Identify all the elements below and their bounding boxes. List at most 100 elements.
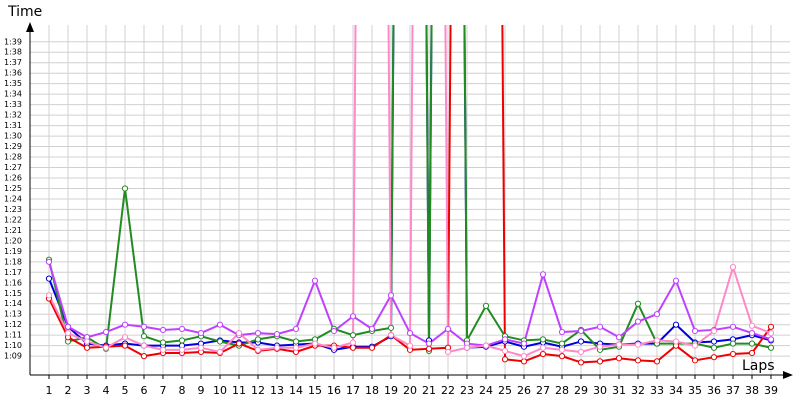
x-tick-label: 5 [122,384,129,397]
x-axis-label: Laps [742,358,775,374]
x-tick-label: 18 [365,384,379,397]
y-tick-label: 1:27 [4,163,22,172]
data-point [311,340,319,347]
data-point [387,292,395,299]
y-tick-label: 1:30 [4,132,22,141]
data-point [520,353,528,360]
y-tick-label: 1:26 [4,173,22,182]
data-point [577,359,585,366]
x-tick-label: 4 [103,384,110,397]
data-point [273,331,281,338]
x-tick-label: 24 [479,384,493,397]
data-point [672,321,680,328]
data-point [216,321,224,328]
y-tick-label: 1:38 [4,48,22,57]
data-point [615,334,623,341]
data-point [64,323,72,330]
data-point [197,344,205,351]
data-point [520,340,528,347]
data-point [748,349,756,357]
data-point [330,327,338,335]
y-tick-label: 1:29 [4,142,22,151]
data-point [482,302,490,309]
y-tick-label: 1:37 [4,58,22,67]
x-tick-label: 25 [498,384,512,397]
y-tick-label: 1:18 [4,257,22,266]
data-point [64,329,72,337]
data-point [159,326,167,334]
x-tick-label: 3 [84,384,91,397]
x-tick-label: 15 [308,384,322,397]
data-point [292,344,300,351]
y-tick-label: 1:31 [4,121,22,130]
data-point [672,338,680,345]
x-tick-label: 12 [251,384,265,397]
plot-area [45,25,775,366]
data-point [330,344,338,351]
y-tick-label: 1:25 [4,184,22,193]
data-point [121,321,129,328]
data-point [501,347,509,354]
data-point [83,344,91,351]
y-tick-label: 1:34 [4,90,22,99]
data-point [634,318,642,325]
data-point [596,358,604,365]
data-point [672,277,680,284]
data-point [254,336,262,343]
x-tick-label: 39 [764,384,778,397]
x-tick-label: 27 [536,384,550,397]
data-point [463,344,471,351]
data-point [45,292,53,299]
data-point [729,350,737,358]
data-point [634,357,642,364]
data-point [387,332,395,339]
y-tick-label: 1:12 [4,320,22,329]
data-point [216,348,224,356]
y-tick-label: 1:11 [4,331,22,340]
x-tick-label: 13 [270,384,284,397]
data-point [539,271,547,278]
x-tick-label: 1 [46,384,53,397]
y-tick-label: 1:28 [4,153,22,162]
data-point [349,344,357,351]
x-tick-label: 2 [65,384,72,397]
data-point [653,337,661,344]
y-tick-label: 1:13 [4,310,22,319]
x-tick-label: 7 [160,384,167,397]
x-tick-label: 31 [612,384,626,397]
data-point [691,327,699,335]
data-point [748,329,756,337]
data-point [558,328,566,336]
y-tick-label: 1:22 [4,215,22,224]
data-point [539,350,547,358]
x-tick-label: 28 [555,384,569,397]
data-point [691,357,699,364]
data-point [634,341,642,348]
data-point [748,322,756,329]
data-point [748,340,756,347]
x-tick-label: 9 [198,384,205,397]
x-tick-label: 37 [726,384,740,397]
x-tick-label: 26 [517,384,531,397]
data-point [102,328,110,336]
data-point [710,344,718,351]
data-point [406,342,414,349]
data-point [349,339,357,346]
data-point [615,355,623,362]
data-point [178,346,186,353]
y-tick-label: 1:14 [4,299,22,308]
data-point [729,323,737,330]
data-point [710,354,718,361]
data-point [235,329,243,337]
data-point [349,332,357,339]
data-point [45,275,53,282]
data-point [501,336,509,343]
data-point [729,263,737,271]
data-point [596,323,604,330]
data-point [121,334,129,341]
data-point [140,353,148,360]
data-point [767,329,775,337]
data-point [558,340,566,347]
data-point [254,346,262,353]
